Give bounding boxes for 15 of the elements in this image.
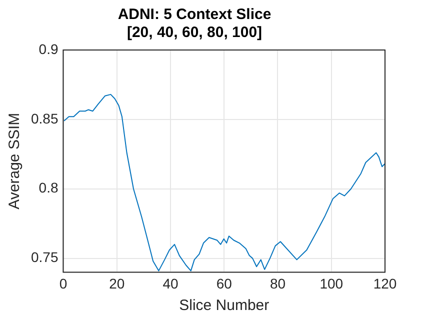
y-tick-label: 0.8	[38, 180, 58, 196]
y-tick-label: 0.85	[31, 110, 58, 126]
y-tick-label: 0.75	[31, 249, 58, 266]
x-tick-label: 60	[216, 275, 232, 292]
x-tick-label: 0	[59, 275, 68, 292]
x-axis-title: Slice Number	[179, 297, 270, 314]
x-tick-label: 80	[270, 275, 286, 292]
chart-title: ADNI: 5 Context Slice	[118, 6, 272, 24]
x-tick-label: 20	[109, 275, 125, 292]
y-axis-title: Average SSIM	[6, 112, 24, 210]
x-tick-label: 40	[162, 275, 178, 292]
x-tick-label: 120	[373, 275, 397, 292]
x-tick-label: 100	[320, 275, 344, 292]
y-tick-label: 0.9	[38, 40, 58, 57]
chart-subtitle: [20, 40, 60, 80, 100]	[126, 24, 262, 42]
